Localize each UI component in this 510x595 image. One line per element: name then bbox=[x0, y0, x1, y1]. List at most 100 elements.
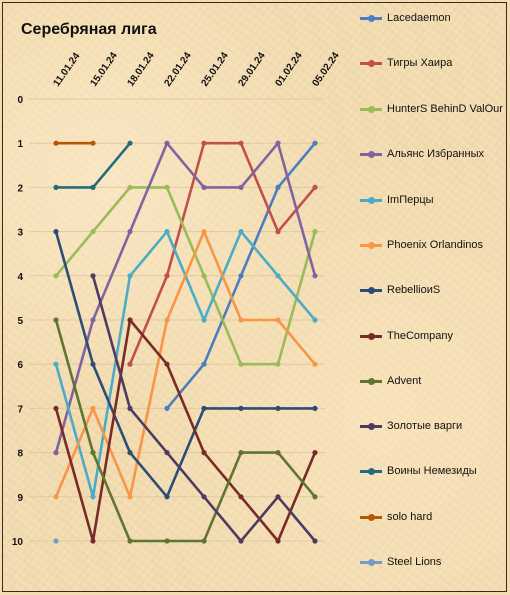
data-point bbox=[164, 229, 170, 235]
data-point bbox=[90, 361, 96, 367]
legend-label: TheCompany bbox=[387, 330, 454, 342]
x-tick-label: 01.02.24 bbox=[273, 50, 305, 89]
y-tick-label: 1 bbox=[17, 139, 23, 150]
data-point bbox=[127, 494, 133, 500]
data-point bbox=[53, 538, 59, 544]
data-point bbox=[312, 140, 318, 146]
data-point bbox=[53, 273, 59, 279]
legend-label: Steel Lions bbox=[387, 556, 442, 568]
data-point bbox=[312, 450, 318, 456]
data-point bbox=[201, 405, 207, 411]
y-tick-label: 5 bbox=[17, 316, 23, 327]
data-point bbox=[201, 229, 207, 235]
data-point bbox=[312, 538, 318, 544]
data-point bbox=[238, 184, 244, 190]
data-point bbox=[312, 494, 318, 500]
data-point bbox=[275, 317, 281, 323]
series-line bbox=[55, 186, 317, 366]
legend-marker bbox=[368, 106, 375, 113]
data-point bbox=[127, 538, 133, 544]
series-line bbox=[54, 141, 317, 453]
data-point bbox=[164, 405, 170, 411]
data-point bbox=[312, 317, 318, 323]
y-tick-label: 4 bbox=[17, 272, 23, 283]
data-point bbox=[164, 450, 170, 456]
legend-marker bbox=[368, 60, 375, 67]
x-tick-label: 18.01.24 bbox=[125, 50, 157, 89]
data-point bbox=[275, 184, 281, 190]
legend-label: Альянс Избранных bbox=[387, 148, 484, 160]
data-point bbox=[238, 140, 244, 146]
data-point bbox=[90, 317, 96, 323]
data-point bbox=[127, 273, 133, 279]
legend-marker bbox=[368, 15, 375, 22]
data-point bbox=[90, 229, 96, 235]
series-line bbox=[54, 318, 317, 543]
data-point bbox=[53, 140, 59, 146]
legend-marker bbox=[368, 333, 375, 340]
data-point bbox=[201, 140, 207, 146]
data-point bbox=[53, 405, 59, 411]
data-point bbox=[127, 229, 133, 235]
legend-marker bbox=[368, 514, 375, 521]
legend-label: Lacedaemon bbox=[387, 12, 451, 24]
data-point bbox=[238, 405, 244, 411]
line-chart: 0 1 2 3 4 5 6 7 8 9 10 11.01.24 15.01.24 18.01.24 22.0… bbox=[12, 50, 342, 548]
data-point bbox=[201, 361, 207, 367]
y-tick-label: 9 bbox=[17, 493, 23, 504]
data-point bbox=[312, 229, 318, 235]
data-point bbox=[201, 273, 207, 279]
legend-marker bbox=[368, 559, 375, 566]
data-point bbox=[127, 140, 133, 146]
data-point bbox=[201, 494, 207, 500]
data-point bbox=[164, 361, 170, 367]
data-point bbox=[275, 405, 281, 411]
data-point bbox=[275, 140, 281, 146]
y-tick-label: 0 bbox=[17, 95, 23, 106]
y-tick-label: 8 bbox=[17, 449, 23, 460]
data-point bbox=[164, 140, 170, 146]
y-tick-label: 3 bbox=[17, 228, 23, 239]
legend-marker bbox=[368, 151, 375, 158]
data-point bbox=[90, 184, 96, 190]
y-tick-label: 10 bbox=[12, 537, 24, 548]
data-point bbox=[238, 273, 244, 279]
legend-label: HunterS BehinD ValOur bbox=[387, 103, 503, 115]
legend-marker bbox=[368, 423, 375, 430]
series-line bbox=[54, 319, 316, 543]
data-point bbox=[275, 450, 281, 456]
data-point bbox=[164, 184, 170, 190]
legend-label: RebellioиS bbox=[387, 284, 441, 296]
data-point bbox=[275, 229, 281, 235]
legend-label: ImПерцы bbox=[387, 194, 434, 206]
data-point bbox=[90, 140, 96, 146]
data-point bbox=[275, 494, 281, 500]
x-tick-label: 29.01.24 bbox=[236, 50, 268, 89]
data-point bbox=[127, 317, 133, 323]
series-line bbox=[54, 230, 316, 499]
data-point bbox=[164, 494, 170, 500]
chart-title: Серебряная лига bbox=[21, 21, 157, 38]
data-point bbox=[90, 450, 96, 456]
data-point bbox=[238, 538, 244, 544]
data-point bbox=[53, 317, 59, 323]
data-point bbox=[164, 538, 170, 544]
data-point bbox=[164, 317, 170, 323]
data-point bbox=[164, 273, 170, 279]
x-tick-label: 25.01.24 bbox=[199, 50, 231, 89]
legend-marker bbox=[368, 197, 375, 204]
data-point bbox=[201, 450, 207, 456]
legend-marker bbox=[368, 378, 375, 385]
legend-label: Phoenix Orlandinos bbox=[387, 239, 484, 251]
y-tick-label: 7 bbox=[17, 404, 23, 415]
data-point bbox=[127, 184, 133, 190]
data-point bbox=[238, 450, 244, 456]
x-tick-label: 05.02.24 bbox=[310, 50, 342, 89]
data-point bbox=[90, 405, 96, 411]
data-point bbox=[238, 229, 244, 235]
x-tick-label: 22.01.24 bbox=[162, 50, 194, 89]
series-line bbox=[54, 231, 315, 499]
data-point bbox=[312, 273, 318, 279]
data-point bbox=[238, 361, 244, 367]
